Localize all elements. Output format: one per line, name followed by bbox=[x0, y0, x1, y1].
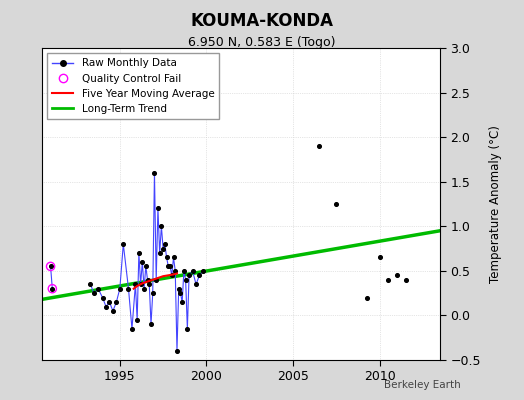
Point bbox=[384, 276, 392, 283]
Text: 6.950 N, 0.583 E (Togo): 6.950 N, 0.583 E (Togo) bbox=[188, 36, 336, 49]
Point bbox=[105, 299, 114, 305]
Point bbox=[375, 254, 384, 261]
Point bbox=[48, 286, 57, 292]
Point bbox=[169, 254, 178, 261]
Point bbox=[199, 268, 207, 274]
Point bbox=[140, 286, 148, 292]
Point bbox=[185, 272, 193, 278]
Point bbox=[154, 205, 162, 212]
Point bbox=[180, 268, 188, 274]
Point bbox=[332, 201, 341, 207]
Point bbox=[141, 263, 150, 270]
Point bbox=[136, 281, 145, 288]
Point bbox=[174, 286, 183, 292]
Point bbox=[161, 241, 169, 247]
Point bbox=[102, 303, 110, 310]
Point bbox=[166, 263, 174, 270]
Point bbox=[168, 272, 176, 278]
Point bbox=[315, 143, 323, 149]
Legend: Raw Monthly Data, Quality Control Fail, Five Year Moving Average, Long-Term Tren: Raw Monthly Data, Quality Control Fail, … bbox=[47, 53, 220, 119]
Point bbox=[108, 308, 117, 314]
Point bbox=[157, 223, 166, 230]
Point bbox=[99, 294, 107, 301]
Point bbox=[135, 250, 143, 256]
Point bbox=[119, 241, 127, 247]
Point bbox=[178, 299, 187, 305]
Point bbox=[144, 276, 152, 283]
Point bbox=[131, 281, 139, 288]
Point bbox=[162, 254, 171, 261]
Point bbox=[392, 272, 401, 278]
Point bbox=[401, 276, 410, 283]
Point bbox=[195, 272, 204, 278]
Point bbox=[138, 259, 147, 265]
Y-axis label: Temperature Anomaly (°C): Temperature Anomaly (°C) bbox=[489, 125, 503, 283]
Point bbox=[116, 286, 124, 292]
Point bbox=[188, 268, 196, 274]
Point bbox=[90, 290, 98, 296]
Point bbox=[148, 290, 157, 296]
Point bbox=[192, 281, 200, 288]
Point bbox=[86, 281, 95, 288]
Point bbox=[150, 170, 159, 176]
Point bbox=[47, 263, 55, 270]
Text: Berkeley Earth: Berkeley Earth bbox=[385, 380, 461, 390]
Point bbox=[124, 286, 133, 292]
Point bbox=[47, 263, 55, 270]
Point bbox=[152, 276, 160, 283]
Point bbox=[133, 317, 141, 323]
Point bbox=[173, 348, 181, 354]
Point bbox=[171, 268, 179, 274]
Point bbox=[48, 286, 57, 292]
Point bbox=[159, 245, 167, 252]
Point bbox=[363, 294, 372, 301]
Point bbox=[145, 281, 154, 288]
Point bbox=[181, 276, 190, 283]
Text: KOUMA-KONDA: KOUMA-KONDA bbox=[191, 12, 333, 30]
Point bbox=[147, 321, 155, 328]
Point bbox=[128, 326, 136, 332]
Point bbox=[176, 290, 184, 296]
Point bbox=[164, 263, 172, 270]
Point bbox=[183, 326, 192, 332]
Point bbox=[156, 250, 164, 256]
Point bbox=[112, 299, 121, 305]
Point bbox=[94, 286, 102, 292]
